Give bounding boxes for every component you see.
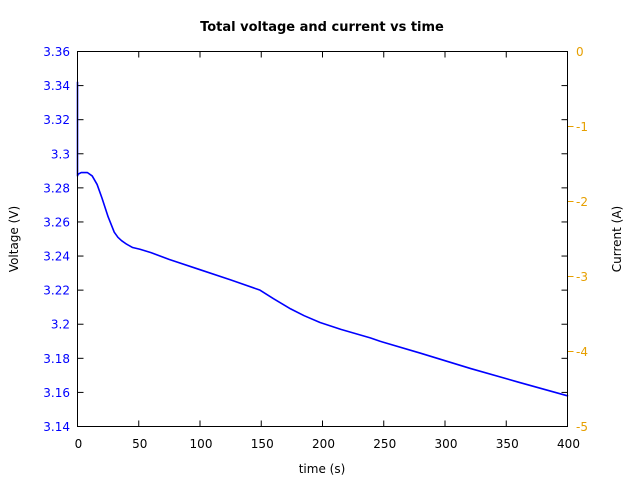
y-tick-label: 3.24 xyxy=(43,250,70,264)
series-layer xyxy=(76,81,569,397)
y-tick-label: 3.26 xyxy=(43,215,70,229)
x-tick-label: 350 xyxy=(496,437,519,451)
y2-tick-label: -5 xyxy=(576,420,588,434)
y2-tick-label: 0 xyxy=(576,45,584,59)
x-tick-label: 0 xyxy=(75,437,83,451)
y-tick-label: 3.36 xyxy=(43,45,70,59)
y-tick-label: 3.34 xyxy=(43,79,70,93)
y-axis-ticks: 3.14 3.16 3.18 3.2 3.22 3.24 3.26 3.28 3.3 3.32 3.… xyxy=(43,45,568,434)
y2-tick-label: -2 xyxy=(576,195,588,209)
y2-tick-label: -3 xyxy=(576,270,588,284)
plot-frame xyxy=(77,51,568,427)
chart-title: Total voltage and current vs time xyxy=(200,20,444,35)
x-axis-ticks: 0 50 100 150 200 250 300 350 400 xyxy=(75,51,580,451)
voltage-line xyxy=(76,81,569,397)
x-tick-label: 50 xyxy=(132,437,147,451)
y2-axis-ticks: -5 -4 -3 -2 -1 0 xyxy=(567,45,588,434)
x-tick-label: 100 xyxy=(190,437,213,451)
y-tick-label: 3.32 xyxy=(43,113,70,127)
y-tick-label: 3.14 xyxy=(43,420,70,434)
x-tick-label: 400 xyxy=(557,437,580,451)
y-axis-label: Voltage (V) xyxy=(7,206,21,272)
x-axis-label: time (s) xyxy=(299,462,346,476)
x-tick-label: 150 xyxy=(251,437,274,451)
y-tick-label: 3.3 xyxy=(51,147,70,161)
y-tick-label: 3.28 xyxy=(43,181,70,195)
x-tick-label: 300 xyxy=(435,437,458,451)
y2-tick-label: -1 xyxy=(576,120,588,134)
y-tick-label: 3.2 xyxy=(51,318,70,332)
y2-axis-label: Current (A) xyxy=(610,206,624,272)
y-tick-label: 3.22 xyxy=(43,284,70,298)
y-tick-label: 3.18 xyxy=(43,352,70,366)
x-tick-label: 200 xyxy=(312,437,335,451)
y-tick-label: 3.16 xyxy=(43,386,70,400)
x-tick-label: 250 xyxy=(373,437,396,451)
y2-tick-label: -4 xyxy=(576,345,588,359)
